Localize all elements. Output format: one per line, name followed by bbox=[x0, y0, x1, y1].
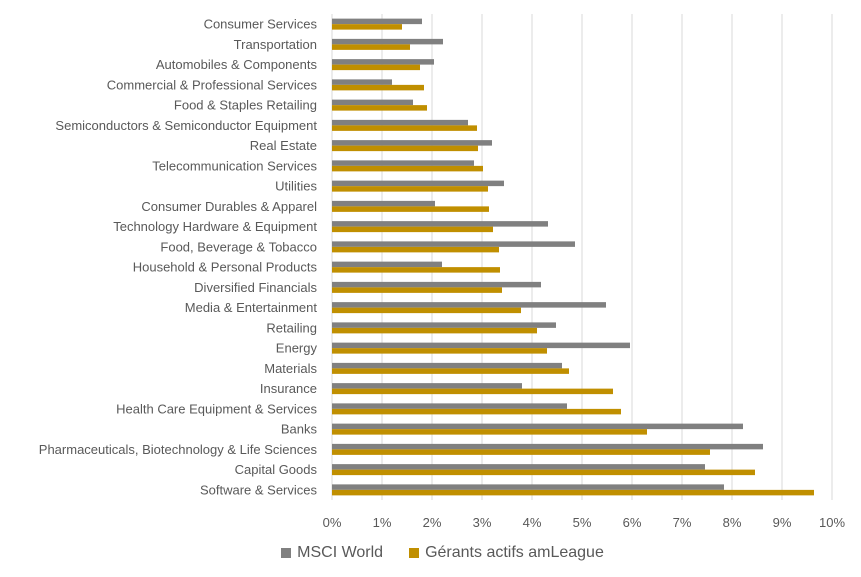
x-tick-label: 10% bbox=[819, 515, 845, 530]
legend-item-msci-world: MSCI World bbox=[281, 544, 383, 562]
bar-msci-world bbox=[332, 443, 763, 450]
bar-msci-world bbox=[332, 59, 434, 65]
category-label: Semiconductors & Semiconductor Equipment bbox=[55, 118, 317, 133]
category-label: Pharmaceuticals, Biotechnology & Life Sc… bbox=[39, 442, 318, 457]
x-tick-label: 1% bbox=[373, 515, 392, 530]
bar-amleague bbox=[332, 408, 621, 415]
bar-amleague bbox=[332, 449, 710, 455]
bar-amleague bbox=[332, 145, 478, 152]
category-label: Food, Beverage & Tobacco bbox=[160, 239, 317, 254]
category-label: Insurance bbox=[260, 381, 317, 396]
bar-msci-world bbox=[332, 484, 724, 490]
legend-label-amleague: Gérants actifs amLeague bbox=[425, 544, 604, 561]
category-label: Retailing bbox=[266, 320, 317, 335]
bar-msci-world bbox=[332, 79, 392, 85]
category-label: Materials bbox=[264, 361, 317, 376]
bar-msci-world bbox=[332, 322, 556, 328]
bar-amleague bbox=[332, 206, 489, 212]
bar-amleague bbox=[332, 186, 488, 192]
bar-amleague bbox=[332, 226, 493, 233]
bar-msci-world bbox=[332, 38, 443, 45]
bar-amleague bbox=[332, 287, 502, 293]
bar-amleague bbox=[332, 368, 569, 374]
bar-amleague bbox=[332, 44, 410, 50]
category-label: Technology Hardware & Equipment bbox=[113, 219, 317, 234]
bar-amleague bbox=[332, 388, 613, 395]
category-label: Software & Services bbox=[200, 482, 318, 497]
category-label: Transportation bbox=[234, 37, 317, 52]
bar-msci-world bbox=[332, 241, 575, 247]
x-tick-label: 4% bbox=[523, 515, 542, 530]
x-tick-label: 3% bbox=[473, 515, 492, 530]
bar-msci-world bbox=[332, 180, 504, 187]
category-label: Automobiles & Components bbox=[156, 57, 318, 72]
bar-msci-world bbox=[332, 423, 743, 430]
bar-msci-world bbox=[332, 261, 442, 268]
legend-item-amleague: Gérants actifs amLeague bbox=[409, 544, 604, 562]
bar-amleague bbox=[332, 469, 755, 476]
bar-msci-world bbox=[332, 383, 522, 389]
bar-msci-world bbox=[332, 200, 435, 207]
bar-amleague bbox=[332, 24, 402, 30]
bar-amleague bbox=[332, 84, 424, 91]
gridlines bbox=[331, 14, 833, 500]
bar-msci-world bbox=[332, 362, 562, 369]
x-tick-label: 0% bbox=[323, 515, 342, 530]
category-label: Health Care Equipment & Services bbox=[116, 401, 317, 416]
bars bbox=[332, 18, 814, 496]
category-label: Consumer Services bbox=[204, 17, 318, 32]
x-tick-label: 2% bbox=[423, 515, 442, 530]
bar-amleague bbox=[332, 64, 420, 71]
category-label: Banks bbox=[281, 422, 318, 437]
category-label: Telecommunication Services bbox=[152, 158, 317, 173]
legend-swatch-msci-world bbox=[281, 548, 292, 558]
category-label: Commercial & Professional Services bbox=[107, 77, 318, 92]
bar-msci-world bbox=[332, 221, 548, 227]
x-tick-label: 5% bbox=[573, 515, 592, 530]
bar-msci-world bbox=[332, 119, 468, 126]
bar-amleague bbox=[332, 348, 547, 354]
bar-amleague bbox=[332, 307, 521, 314]
bar-amleague bbox=[332, 489, 814, 496]
legend-label-msci-world: MSCI World bbox=[297, 544, 384, 561]
bar-msci-world bbox=[332, 99, 413, 106]
bar-amleague bbox=[332, 105, 427, 111]
category-label: Media & Entertainment bbox=[185, 300, 318, 315]
bar-amleague bbox=[332, 165, 483, 172]
bar-amleague bbox=[332, 429, 647, 435]
x-tick-label: 7% bbox=[673, 515, 692, 530]
bar-msci-world bbox=[332, 342, 630, 349]
bar-msci-world bbox=[332, 403, 567, 409]
bar-amleague bbox=[332, 327, 537, 334]
category-label: Capital Goods bbox=[235, 462, 318, 477]
bar-msci-world bbox=[332, 18, 422, 25]
x-tick-label: 9% bbox=[773, 515, 792, 530]
bar-msci-world bbox=[332, 464, 705, 470]
bar-amleague bbox=[332, 246, 499, 253]
bar-amleague bbox=[332, 267, 500, 273]
x-tick-label: 6% bbox=[623, 515, 642, 530]
legend-swatch-amleague bbox=[409, 548, 420, 558]
bar-msci-world bbox=[332, 302, 606, 308]
category-label: Diversified Financials bbox=[194, 280, 317, 295]
x-tick-label: 8% bbox=[723, 515, 742, 530]
bar-msci-world bbox=[332, 281, 541, 288]
x-tick-labels: 0% 1% 2% 3% 4% 5% 6% 7% 8% 9% 10% bbox=[323, 515, 846, 530]
legend: MSCI World Gérants actifs amLeague bbox=[0, 541, 861, 565]
bar-amleague bbox=[332, 125, 477, 131]
category-label: Household & Personal Products bbox=[133, 260, 318, 275]
category-label: Real Estate bbox=[250, 138, 317, 153]
category-label: Consumer Durables & Apparel bbox=[141, 199, 317, 214]
category-label: Energy bbox=[276, 341, 318, 356]
bar-msci-world bbox=[332, 160, 474, 166]
category-label: Utilities bbox=[275, 179, 317, 194]
category-label: Food & Staples Retailing bbox=[174, 98, 317, 113]
bar-msci-world bbox=[332, 140, 492, 146]
category-labels: Consumer Services Transportation Automobil… bbox=[39, 17, 318, 498]
